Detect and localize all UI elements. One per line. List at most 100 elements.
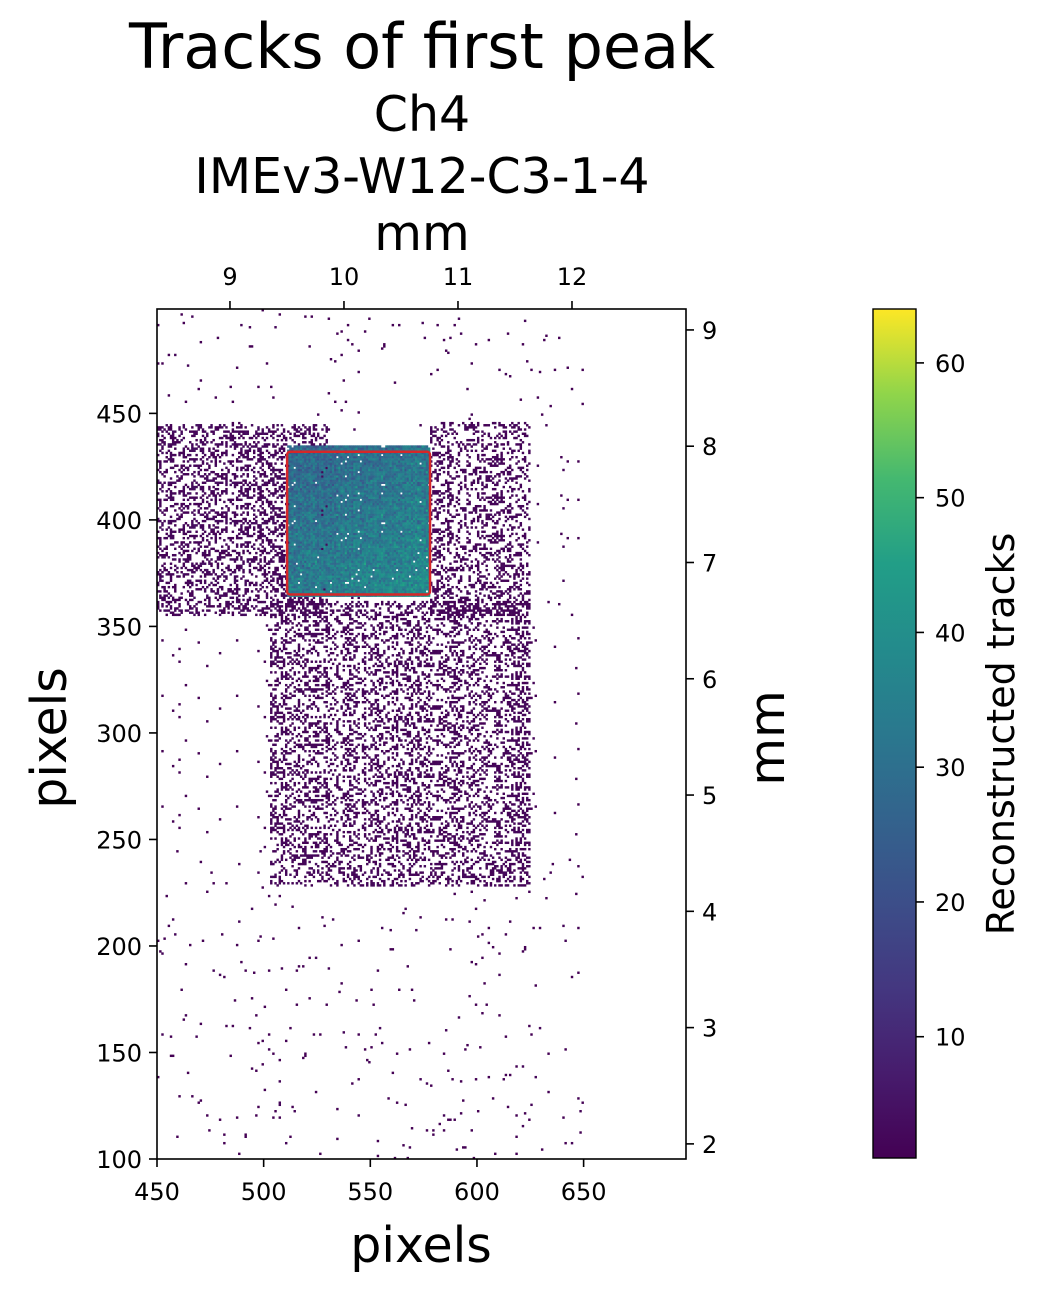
heatmap-cell [406,828,409,832]
heatmap-cell [284,784,288,787]
heatmap-cell [459,794,463,798]
heatmap-cell [306,743,309,747]
heatmap-cell [368,700,371,704]
heatmap-cell [470,656,473,659]
heatmap-cell [470,720,473,723]
heatmap-cell [346,813,350,817]
heatmap-cell [282,845,286,849]
heatmap-cell [434,818,437,821]
heatmap-cell [363,762,367,766]
heatmap-cell [470,843,473,847]
heatmap-cell [395,764,399,768]
heatmap-cell [457,679,461,683]
heatmap-cell [325,726,328,729]
heatmap-cell [327,764,331,768]
heatmap-cell [308,805,311,808]
heatmap-cell [372,792,375,796]
heatmap-cell [419,818,422,821]
heatmap-cell [323,833,326,836]
heatmap-cell [481,709,484,712]
heatmap-cell [504,696,508,700]
heatmap-cell [517,754,520,757]
heatmap-cell [466,775,469,778]
heatmap-cell [323,700,326,704]
heatmap-cell [287,662,290,666]
heatmap-cell [314,850,318,853]
heatmap-cell [342,847,346,851]
heatmap-cell [391,679,395,683]
heatmap-cell [442,826,446,830]
heatmap-cell [408,677,412,680]
heatmap-cell [521,1065,525,1068]
heatmap-cell [353,664,356,668]
heatmap-cell [387,639,390,642]
heatmap-cell [361,826,365,830]
heatmap-cell [438,649,441,653]
heatmap-cell [417,632,420,636]
heatmap-cell [274,767,277,770]
heatmap-cell [361,688,365,691]
heatmap-cell [261,1039,264,1043]
heatmap-cell [359,867,363,870]
heatmap-cell [553,700,557,704]
heatmap-cell [378,764,382,768]
heatmap-cell [489,632,493,636]
heatmap-cell [496,711,499,715]
heatmap-cell [523,843,527,847]
heatmap-cell [481,690,484,693]
heatmap-cell [270,709,273,712]
heatmap-cell [287,850,290,853]
heatmap-cell [500,784,503,787]
heatmap-cell [423,762,427,766]
heatmap-cell [447,833,450,836]
heatmap-cell [304,784,307,787]
heatmap-cell [408,809,412,813]
heatmap-cell [447,666,450,670]
heatmap-cell [481,875,484,879]
heatmap-cell [325,730,328,734]
heatmap-cell [355,758,358,761]
heatmap-cell [481,811,484,815]
heatmap-cell [425,720,429,723]
heatmap-cell [526,654,529,657]
heatmap-cell [453,824,456,827]
heatmap-cell [357,722,360,725]
heatmap-cell [459,673,463,676]
heatmap-cell [272,705,275,708]
heatmap-cell [408,767,412,770]
heatmap-cell [498,715,501,719]
heatmap-cell [316,781,320,785]
heatmap-cell [521,662,525,666]
heatmap-cell [436,835,439,838]
heatmap-cell [387,726,390,729]
heatmap-cell [299,775,303,778]
heatmap-cell [487,858,491,862]
heatmap-cell [338,871,341,874]
heatmap-cell [391,781,395,785]
heatmap-cell [323,786,326,789]
heatmap-cell [351,643,354,646]
heatmap-cell [370,767,373,770]
heatmap-cell [344,632,348,636]
heatmap-cell [327,796,331,800]
heatmap-cell [427,637,431,640]
heatmap-cell [368,818,371,821]
heatmap-cell [466,860,469,864]
heatmap-cell [423,690,427,693]
heatmap-cell [526,818,529,821]
heatmap-cell [383,741,386,744]
heatmap-cell [355,760,358,764]
heatmap-cell [344,794,348,798]
heatmap-cell [421,726,424,729]
heatmap-cell [427,786,431,789]
heatmap-cell [302,860,305,864]
heatmap-cell [295,624,299,627]
heatmap-cell [299,822,303,825]
heatmap-cell [462,654,465,657]
heatmap-cell [289,873,292,876]
heatmap-cell [455,707,459,710]
heatmap-cell [400,798,403,802]
heatmap-cell [270,683,273,687]
heatmap-cell [329,679,333,683]
heatmap-cell [287,673,290,676]
